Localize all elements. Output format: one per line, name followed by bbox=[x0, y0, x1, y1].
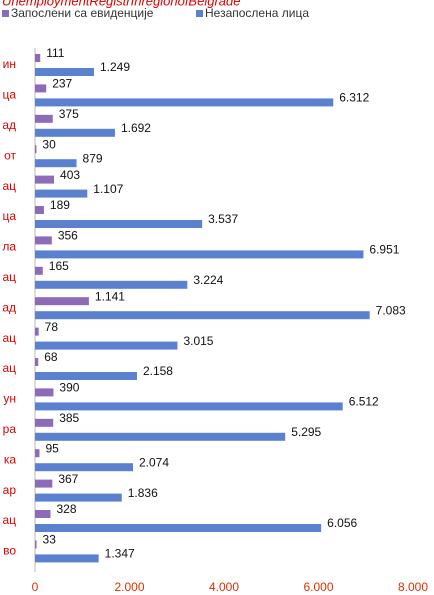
data-label: 6.512 bbox=[349, 395, 379, 409]
category-label: ар bbox=[3, 483, 17, 497]
data-label: 165 bbox=[49, 259, 69, 273]
bar bbox=[35, 266, 43, 275]
bar bbox=[35, 280, 188, 289]
data-label: 367 bbox=[58, 472, 78, 486]
bar bbox=[35, 388, 54, 397]
bar bbox=[35, 128, 115, 137]
bar bbox=[35, 311, 370, 320]
data-label: 879 bbox=[83, 151, 103, 165]
data-label: 3.015 bbox=[183, 334, 213, 348]
bar bbox=[35, 540, 37, 549]
bar bbox=[35, 372, 137, 380]
data-label: 403 bbox=[60, 168, 80, 182]
data-label: 111 bbox=[46, 46, 65, 60]
data-label: 3.537 bbox=[208, 212, 238, 226]
bar bbox=[35, 220, 203, 228]
bar bbox=[35, 54, 41, 62]
data-label: 1.836 bbox=[128, 486, 158, 500]
data-label: 6.312 bbox=[339, 91, 369, 105]
bar bbox=[35, 493, 122, 502]
data-label: 328 bbox=[56, 502, 76, 516]
x-tick-label: 0 bbox=[32, 580, 39, 594]
bar bbox=[35, 236, 52, 245]
chart-title: UnemploymentRegistrInregionofBelgrade bbox=[2, 0, 240, 8]
data-label: 95 bbox=[45, 441, 59, 455]
data-label: 237 bbox=[52, 77, 72, 91]
data-label: 2.074 bbox=[139, 455, 169, 469]
category-label: ка bbox=[4, 452, 17, 466]
bar bbox=[35, 175, 55, 184]
x-tick-label: 8.000 bbox=[398, 580, 428, 594]
legend-swatch bbox=[196, 10, 203, 17]
bar bbox=[35, 510, 51, 518]
data-label: 7.083 bbox=[376, 303, 406, 317]
bar bbox=[35, 524, 322, 532]
data-label: 78 bbox=[45, 320, 59, 334]
bar bbox=[35, 418, 54, 427]
data-label: 68 bbox=[44, 350, 58, 364]
category-label: от bbox=[4, 148, 16, 162]
data-label: 1.249 bbox=[100, 60, 130, 74]
data-label: 375 bbox=[59, 107, 79, 121]
category-label: ца bbox=[2, 88, 16, 102]
bar bbox=[35, 206, 44, 214]
bar bbox=[35, 84, 47, 93]
category-label: ац bbox=[2, 331, 16, 345]
data-label: 1.141 bbox=[95, 289, 125, 303]
bar bbox=[35, 98, 334, 107]
bar bbox=[35, 159, 77, 168]
data-label: 30 bbox=[42, 137, 56, 151]
data-label: 33 bbox=[43, 533, 57, 547]
data-label: 1.692 bbox=[121, 121, 151, 135]
data-label: 356 bbox=[58, 229, 78, 243]
data-label: 385 bbox=[59, 411, 79, 425]
bar bbox=[35, 554, 99, 563]
category-label: ун bbox=[3, 392, 16, 406]
bar bbox=[35, 297, 89, 306]
data-label: 6.951 bbox=[369, 243, 399, 257]
data-label: 5.295 bbox=[291, 425, 321, 439]
data-label: 189 bbox=[50, 198, 70, 212]
category-label: ца bbox=[2, 209, 16, 223]
x-tick-label: 4.000 bbox=[209, 580, 239, 594]
bar bbox=[35, 479, 53, 488]
category-label: ра bbox=[3, 422, 17, 436]
category-label: ац bbox=[2, 270, 16, 284]
bar bbox=[35, 327, 39, 336]
bar bbox=[35, 449, 40, 458]
category-label: во bbox=[3, 544, 16, 558]
category-label: ац bbox=[2, 513, 16, 527]
bar bbox=[35, 189, 88, 198]
bar bbox=[35, 145, 37, 154]
data-label: 3.224 bbox=[193, 273, 223, 287]
data-label: 2.158 bbox=[143, 364, 173, 378]
bar bbox=[35, 402, 343, 411]
bar bbox=[35, 358, 39, 366]
category-label: ац bbox=[2, 361, 16, 375]
bar bbox=[35, 341, 178, 350]
legend-label: Незапослена лица bbox=[205, 6, 309, 20]
x-tick-label: 6.000 bbox=[303, 580, 333, 594]
category-label: ад bbox=[2, 118, 16, 132]
legend-label: Запослени са евиденције bbox=[11, 6, 154, 20]
category-label: ла bbox=[2, 240, 16, 254]
data-label: 6.056 bbox=[327, 516, 357, 530]
category-label: ин bbox=[3, 57, 16, 71]
bar bbox=[35, 114, 53, 123]
legend-swatch bbox=[2, 10, 9, 17]
bar bbox=[35, 463, 133, 472]
bar bbox=[35, 68, 95, 76]
data-label: 390 bbox=[59, 381, 79, 395]
category-label: ац bbox=[2, 179, 16, 193]
category-label: ад bbox=[2, 300, 16, 314]
data-label: 1.347 bbox=[105, 547, 135, 561]
x-tick-label: 2.000 bbox=[114, 580, 144, 594]
data-label: 1.107 bbox=[93, 182, 123, 196]
bar bbox=[35, 432, 286, 441]
bar bbox=[35, 250, 364, 259]
